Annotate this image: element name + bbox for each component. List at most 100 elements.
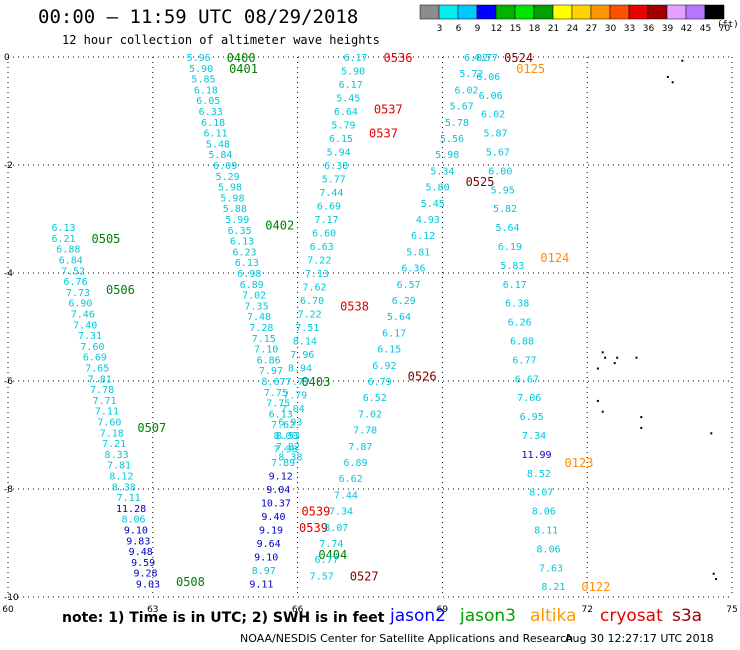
swh-data-point: 7.57 — [310, 571, 334, 582]
pass-time-label: 0401 — [229, 62, 258, 76]
swh-data-point: 6.89 — [343, 458, 367, 469]
swh-data-point: 6.17 — [382, 328, 406, 339]
swh-data-point: 7.62 — [302, 283, 326, 294]
swh-data-point: 7.44 — [334, 490, 358, 501]
swh-data-point: 6.86 — [257, 355, 281, 366]
pass-time-label: 0122 — [581, 580, 610, 594]
swh-data-point: 6.18 — [201, 118, 225, 129]
swh-data-point: 5.78 — [445, 118, 469, 129]
swh-data-point: 6.05 — [196, 96, 220, 107]
swh-data-point: 8.94 — [288, 364, 312, 375]
swh-data-point: 5.90 — [189, 64, 213, 75]
swh-data-point: 7.89 — [271, 458, 295, 469]
island-marker — [666, 75, 669, 78]
swh-data-point: 7.13 — [305, 269, 329, 280]
colorbar-tick-label: 15 — [510, 24, 521, 34]
island-marker — [640, 416, 643, 419]
swh-data-point: 5.98 — [218, 183, 242, 194]
swh-data-point: 5.67 — [486, 148, 510, 159]
swh-data-point: 7.60 — [80, 342, 104, 353]
pass-time-label: 0402 — [265, 218, 294, 232]
colorbar-swatch — [609, 4, 630, 20]
swh-data-point: 7.52 — [61, 266, 85, 277]
swh-data-point: 9.12 — [269, 472, 293, 483]
colorbar-swatch — [457, 4, 478, 20]
island-marker — [601, 351, 604, 354]
swh-data-point: 5.88 — [223, 204, 247, 215]
legend-cryosat: cryosat — [600, 606, 663, 626]
swh-data-point: 8.14 — [293, 337, 317, 348]
swh-data-point: 5.83 — [500, 261, 524, 272]
swh-data-point: 7.81 — [88, 374, 112, 385]
swh-data-point: 6.17 — [503, 280, 527, 291]
legend-altika: altika — [530, 606, 577, 626]
swh-data-point: 7.02 — [242, 291, 266, 302]
swh-data-point: 8.00 — [273, 431, 297, 442]
swh-data-point: 5.94 — [327, 148, 351, 159]
swh-data-point: 6.67 — [515, 374, 539, 385]
swh-data-point: 5.90 — [341, 67, 365, 78]
swh-data-point: 6.84 — [59, 256, 83, 267]
colorbar-tick-label: 27 — [586, 24, 597, 34]
island-marker — [613, 362, 616, 365]
swh-data-point: 6.13 — [51, 223, 75, 234]
swh-data-point: 6.77 — [315, 555, 339, 566]
swh-data-point: 8.06 — [537, 544, 561, 555]
swh-data-point: 6.90 — [68, 299, 92, 310]
y-tick-label: -6 — [4, 377, 13, 387]
swh-data-point: 6.17 — [339, 80, 363, 91]
swh-data-point: 6.36 — [401, 264, 425, 275]
pass-time-label: 0505 — [92, 232, 121, 246]
colorbar-swatch — [571, 4, 592, 20]
swh-data-point: 8.07 — [324, 523, 348, 534]
swh-data-point: 8.21 — [541, 582, 565, 593]
colorbar-tick-label: 3 — [437, 24, 443, 34]
swh-data-point: 5.56 — [440, 134, 464, 145]
y-tick-label: -10 — [4, 593, 19, 603]
pass-time-label: 0403 — [301, 375, 330, 389]
colorbar-swatch — [438, 4, 459, 20]
pass-time-label: 0537 — [374, 102, 403, 116]
swh-data-point: 7.11 — [95, 407, 119, 418]
swh-data-point: 6.02 — [481, 110, 505, 121]
x-tick-label: 75 — [726, 605, 737, 615]
swh-data-point: 6.98 — [237, 269, 261, 280]
swh-data-point: 6.02 — [464, 53, 488, 64]
swh-data-point: 9.48 — [129, 547, 153, 558]
swh-data-point: 5.84 — [208, 150, 232, 161]
swh-data-point: 8.07 — [529, 488, 553, 499]
swh-data-point: 5.64 — [387, 312, 411, 323]
pass-time-label: 0539 — [301, 505, 330, 519]
swh-data-point: 6.62 — [339, 474, 363, 485]
swh-data-point: 7.62 — [271, 420, 295, 431]
swh-data-point: 6.89 — [240, 280, 264, 291]
pass-time-label: 0507 — [137, 421, 166, 435]
swh-data-point: 7.10 — [254, 345, 278, 356]
swh-data-point: 5.82 — [493, 204, 517, 215]
pass-time-label: 0524 — [504, 51, 533, 65]
swh-data-point: 6.57 — [397, 280, 421, 291]
swh-data-point: 7.75 — [266, 399, 290, 410]
swh-data-point: 9.28 — [134, 569, 158, 580]
swh-data-point: 7.98 — [273, 445, 297, 456]
swh-data-point: 9.11 — [249, 580, 273, 591]
x-tick-label: 66 — [292, 605, 304, 615]
swh-data-point: 8.38 — [278, 453, 302, 464]
swh-data-point: 6.93 — [278, 418, 302, 429]
swh-data-point: 5.64 — [496, 223, 520, 234]
x-tick-label: 63 — [147, 605, 158, 615]
swh-data-point: 5.45 — [336, 94, 360, 105]
pass-time-label: 0526 — [408, 370, 437, 384]
colorbar-tick-label: 39 — [662, 24, 674, 34]
island-marker — [681, 59, 684, 62]
island-marker — [604, 356, 607, 359]
pass-time-label: 0125 — [516, 62, 545, 76]
swh-data-point: 7.87 — [348, 442, 372, 453]
island-marker — [596, 367, 599, 370]
island-marker — [640, 426, 643, 429]
swh-data-point: 6.17 — [343, 53, 367, 64]
swh-data-point: 6.63 — [310, 242, 334, 253]
swh-data-point: 8.06 — [532, 507, 556, 518]
swh-data-point: 7.51 — [295, 323, 319, 334]
